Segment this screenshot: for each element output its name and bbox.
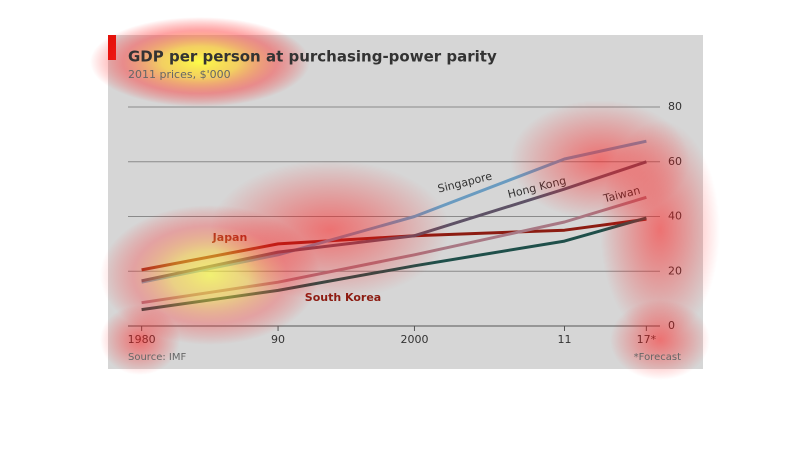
- source: Source: IMF: [128, 352, 186, 363]
- chart-subtitle: 2011 prices, $'000: [128, 68, 231, 81]
- y-tick-label: 60: [668, 155, 682, 168]
- x-tick-label: 90: [271, 333, 285, 346]
- y-tick-label: 0: [668, 319, 675, 332]
- x-tick-label: 1980: [128, 333, 156, 346]
- x-tick-label: 17*: [637, 333, 657, 346]
- y-tick-label: 40: [668, 210, 682, 223]
- series-label: South Korea: [305, 291, 381, 304]
- y-tick-label: 20: [668, 264, 682, 277]
- footnote: *Forecast: [634, 352, 681, 363]
- x-tick-label: 11: [558, 333, 572, 346]
- x-tick-label: 2000: [400, 333, 428, 346]
- series-label: Japan: [212, 231, 248, 244]
- y-tick-label: 80: [668, 100, 682, 113]
- chart-title: GDP per person at purchasing-power parit…: [128, 48, 497, 66]
- brand-bar: [108, 35, 116, 60]
